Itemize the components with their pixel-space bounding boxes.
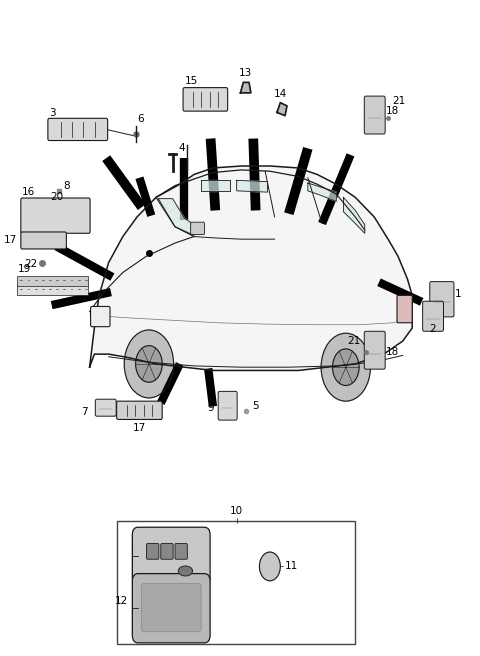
- Text: 21: 21: [392, 96, 406, 106]
- FancyBboxPatch shape: [183, 88, 228, 111]
- Text: 14: 14: [274, 89, 287, 99]
- Text: 20: 20: [50, 192, 63, 202]
- Polygon shape: [277, 102, 287, 115]
- FancyBboxPatch shape: [422, 301, 444, 331]
- FancyBboxPatch shape: [218, 392, 237, 420]
- Text: 15: 15: [184, 76, 198, 87]
- Text: 8: 8: [63, 180, 70, 191]
- Polygon shape: [158, 199, 194, 236]
- FancyBboxPatch shape: [21, 198, 90, 234]
- FancyBboxPatch shape: [364, 96, 385, 134]
- FancyBboxPatch shape: [132, 527, 210, 585]
- Text: 10: 10: [230, 506, 243, 516]
- Polygon shape: [237, 180, 267, 192]
- Circle shape: [260, 552, 280, 581]
- Polygon shape: [308, 183, 336, 201]
- Text: 12: 12: [115, 596, 129, 606]
- Text: 19: 19: [17, 264, 31, 274]
- Text: 7: 7: [81, 407, 87, 417]
- Polygon shape: [343, 197, 365, 234]
- FancyBboxPatch shape: [175, 544, 187, 560]
- FancyBboxPatch shape: [117, 401, 162, 419]
- Polygon shape: [201, 180, 229, 191]
- FancyBboxPatch shape: [21, 232, 66, 249]
- Text: 16: 16: [22, 188, 36, 197]
- Polygon shape: [90, 166, 412, 371]
- Text: 9: 9: [208, 403, 215, 413]
- FancyBboxPatch shape: [191, 222, 204, 235]
- FancyBboxPatch shape: [161, 544, 173, 560]
- Text: 17: 17: [4, 236, 17, 245]
- FancyBboxPatch shape: [364, 331, 385, 369]
- Text: 22: 22: [24, 259, 37, 269]
- FancyBboxPatch shape: [17, 285, 88, 295]
- FancyBboxPatch shape: [91, 306, 110, 327]
- FancyBboxPatch shape: [48, 118, 108, 140]
- Text: 18: 18: [386, 106, 399, 116]
- Text: 11: 11: [285, 562, 298, 571]
- Circle shape: [333, 349, 359, 386]
- FancyBboxPatch shape: [117, 522, 355, 644]
- FancyBboxPatch shape: [430, 281, 454, 317]
- Text: 13: 13: [239, 68, 252, 79]
- Text: 1: 1: [455, 289, 461, 299]
- FancyBboxPatch shape: [141, 583, 201, 632]
- Text: 21: 21: [347, 336, 360, 346]
- Text: 6: 6: [137, 114, 144, 124]
- FancyBboxPatch shape: [397, 295, 412, 323]
- Text: 17: 17: [133, 422, 146, 433]
- Circle shape: [124, 330, 174, 398]
- Text: 4: 4: [179, 143, 185, 153]
- Text: 18: 18: [386, 346, 399, 356]
- Text: 3: 3: [49, 108, 56, 117]
- Circle shape: [136, 346, 162, 382]
- Text: 2: 2: [429, 324, 435, 335]
- FancyBboxPatch shape: [96, 400, 116, 416]
- Ellipse shape: [179, 566, 192, 576]
- Text: 5: 5: [252, 401, 258, 411]
- FancyBboxPatch shape: [17, 276, 88, 285]
- FancyBboxPatch shape: [146, 544, 159, 560]
- Polygon shape: [240, 83, 251, 93]
- Circle shape: [321, 333, 371, 401]
- FancyBboxPatch shape: [132, 573, 210, 643]
